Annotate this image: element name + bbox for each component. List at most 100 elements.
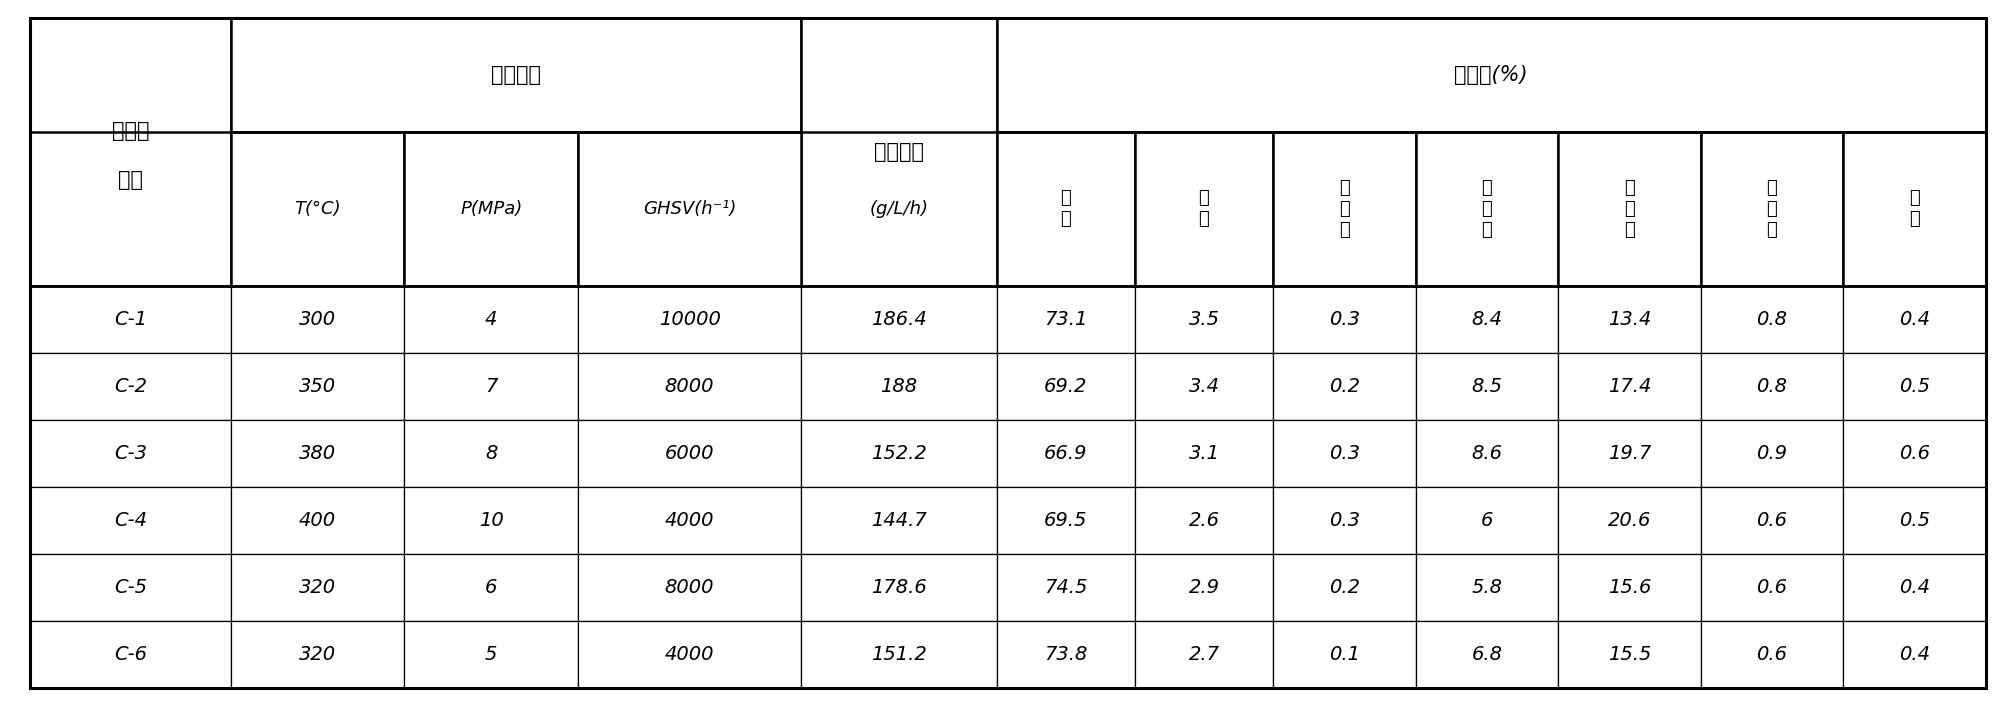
Bar — [1135, 353, 1272, 420]
Text: 正
丙
醇: 正 丙 醇 — [1482, 179, 1492, 239]
Bar — [230, 18, 800, 131]
Bar — [996, 621, 1135, 688]
Text: 7: 7 — [486, 377, 498, 396]
Bar — [800, 420, 996, 487]
Bar — [1702, 353, 1843, 420]
Text: 15.6: 15.6 — [1607, 578, 1651, 597]
Bar — [800, 286, 996, 353]
Bar — [1415, 353, 1558, 420]
Text: 74.5: 74.5 — [1044, 578, 1087, 597]
Bar — [1272, 554, 1415, 621]
Text: 8: 8 — [486, 444, 498, 463]
Text: C-5: C-5 — [115, 578, 147, 597]
Text: 醇分布(%): 醇分布(%) — [1454, 65, 1528, 85]
Text: 10: 10 — [480, 511, 504, 530]
Text: 催化剂: 催化剂 — [111, 121, 149, 140]
Text: 4: 4 — [486, 310, 498, 329]
Text: 10000: 10000 — [659, 310, 720, 329]
Text: 2.7: 2.7 — [1189, 645, 1220, 664]
Bar — [1272, 286, 1415, 353]
Text: 异
丙
醇: 异 丙 醇 — [1339, 179, 1349, 239]
Bar — [1702, 131, 1843, 286]
Bar — [1843, 487, 1986, 554]
Bar — [1843, 554, 1986, 621]
Bar — [230, 286, 405, 353]
Text: 6: 6 — [486, 578, 498, 597]
Text: 20.6: 20.6 — [1607, 511, 1651, 530]
Text: 5: 5 — [486, 645, 498, 664]
Text: 甲
醇: 甲 醇 — [1060, 189, 1070, 228]
Bar — [405, 131, 579, 286]
Bar — [579, 487, 800, 554]
Bar — [1702, 554, 1843, 621]
Text: 时空产率: 时空产率 — [873, 142, 923, 162]
Bar — [579, 286, 800, 353]
Bar — [1135, 131, 1272, 286]
Text: 0.4: 0.4 — [1899, 310, 1929, 329]
Bar — [1843, 131, 1986, 286]
Bar — [1135, 487, 1272, 554]
Text: C-4: C-4 — [115, 511, 147, 530]
Bar — [1702, 420, 1843, 487]
Bar — [405, 554, 579, 621]
Text: (g/L/h): (g/L/h) — [869, 200, 927, 217]
Text: 8.4: 8.4 — [1472, 310, 1502, 329]
Text: C-6: C-6 — [115, 645, 147, 664]
Text: 350: 350 — [298, 377, 337, 396]
Text: 73.8: 73.8 — [1044, 645, 1087, 664]
Text: 3.5: 3.5 — [1189, 310, 1220, 329]
Text: 0.6: 0.6 — [1756, 578, 1788, 597]
Text: 69.5: 69.5 — [1044, 511, 1087, 530]
Bar — [230, 420, 405, 487]
Text: 3.4: 3.4 — [1189, 377, 1220, 396]
Bar — [1272, 621, 1415, 688]
Text: 0.6: 0.6 — [1756, 645, 1788, 664]
Bar — [405, 353, 579, 420]
Bar — [800, 487, 996, 554]
Bar — [996, 554, 1135, 621]
Bar — [30, 621, 230, 688]
Text: 0.3: 0.3 — [1329, 310, 1361, 329]
Text: 乙
醇: 乙 醇 — [1200, 189, 1210, 228]
Bar — [405, 286, 579, 353]
Bar — [1558, 554, 1702, 621]
Text: 0.6: 0.6 — [1756, 511, 1788, 530]
Bar — [30, 286, 230, 353]
Text: 320: 320 — [298, 645, 337, 664]
Bar — [1843, 420, 1986, 487]
Bar — [1702, 487, 1843, 554]
Bar — [800, 621, 996, 688]
Text: 8.6: 8.6 — [1472, 444, 1502, 463]
Bar — [1135, 286, 1272, 353]
Bar — [1558, 420, 1702, 487]
Bar — [579, 353, 800, 420]
Bar — [1135, 621, 1272, 688]
Text: 73.1: 73.1 — [1044, 310, 1087, 329]
Bar — [1558, 131, 1702, 286]
Bar — [230, 131, 405, 286]
Bar — [30, 18, 230, 286]
Bar — [996, 131, 1135, 286]
Text: C-1: C-1 — [115, 310, 147, 329]
Bar — [1843, 353, 1986, 420]
Bar — [1135, 420, 1272, 487]
Bar — [996, 487, 1135, 554]
Text: 186.4: 186.4 — [871, 310, 927, 329]
Text: 0.2: 0.2 — [1329, 377, 1361, 396]
Text: 5.8: 5.8 — [1472, 578, 1502, 597]
Text: 66.9: 66.9 — [1044, 444, 1087, 463]
Bar — [1415, 286, 1558, 353]
Text: 0.4: 0.4 — [1899, 578, 1929, 597]
Bar — [1415, 487, 1558, 554]
Text: GHSV(h⁻¹): GHSV(h⁻¹) — [643, 200, 736, 217]
Text: 0.5: 0.5 — [1899, 377, 1929, 396]
Text: 13.4: 13.4 — [1607, 310, 1651, 329]
Bar — [800, 353, 996, 420]
Bar — [579, 621, 800, 688]
Text: 6.8: 6.8 — [1472, 645, 1502, 664]
Text: 6: 6 — [1480, 511, 1494, 530]
Text: 2.6: 2.6 — [1189, 511, 1220, 530]
Text: 69.2: 69.2 — [1044, 377, 1087, 396]
Text: 异
丁
醇: 异 丁 醇 — [1625, 179, 1635, 239]
Bar — [1272, 487, 1415, 554]
